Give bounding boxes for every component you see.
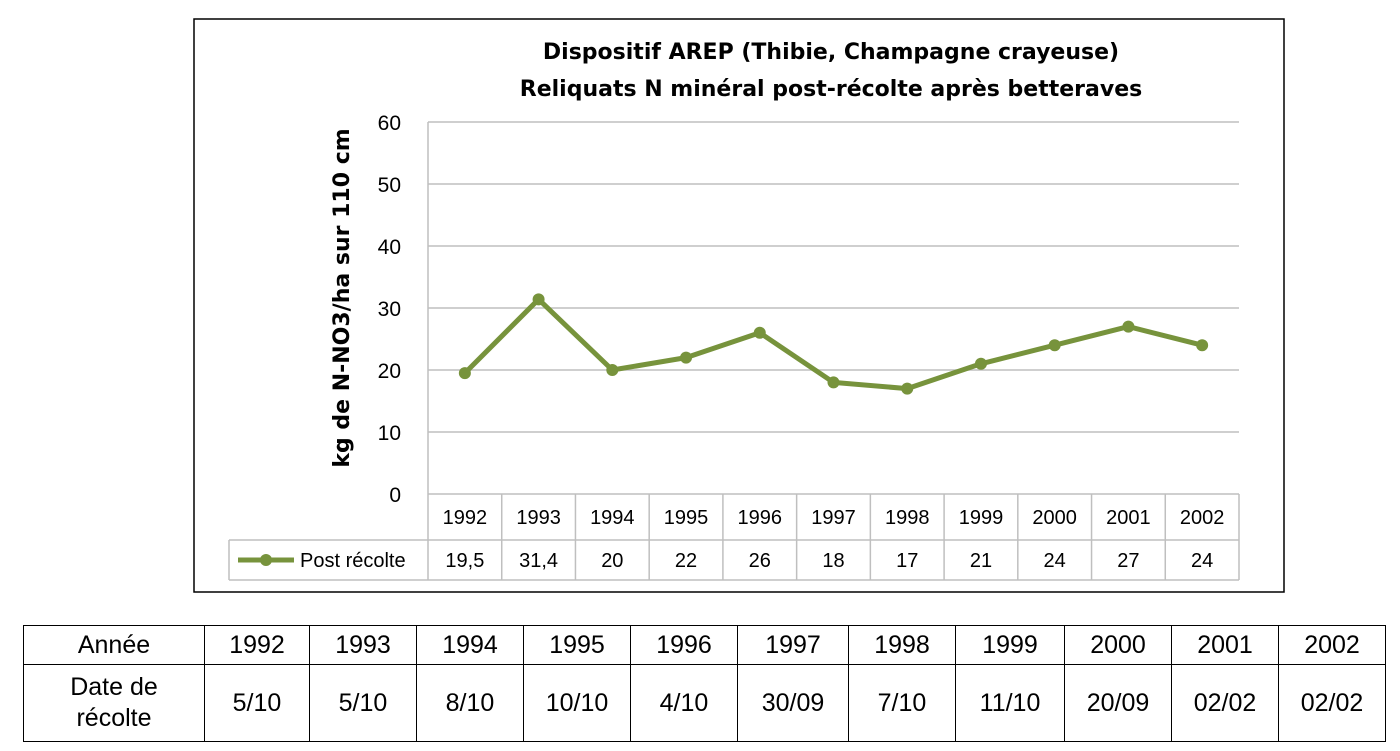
data-label: 20	[601, 550, 623, 572]
harvest-date-cell: 4/10	[630, 664, 738, 742]
data-label: 24	[1044, 550, 1066, 572]
data-point	[827, 376, 840, 389]
harvest-date-cell: 5/10	[204, 664, 310, 742]
data-point	[1122, 320, 1135, 333]
x-category-label: 2000	[1032, 507, 1077, 529]
harvest-date-cell: 02/02	[1171, 664, 1279, 742]
date-header-line-2: récolte	[76, 704, 152, 732]
chart-title-line-2: Reliquats N minéral post-récolte après b…	[520, 77, 1142, 102]
x-category-label: 2001	[1106, 507, 1151, 529]
x-category-label: 1996	[738, 507, 783, 529]
series-post-recolte	[458, 293, 1209, 395]
data-label: 19,5	[445, 550, 484, 572]
year-cell: 1992	[204, 625, 310, 665]
data-point	[753, 326, 766, 339]
data-label: 18	[822, 550, 844, 572]
harvest-date-cell: 8/10	[416, 664, 524, 742]
legend-marker	[260, 554, 272, 566]
data-table: 1992 19,5 1993 31,4 1994 20 1995 22 1996 26 1997 18…	[228, 122, 1240, 581]
year-cell: 2002	[1278, 625, 1386, 665]
year-cell: 1998	[848, 625, 956, 665]
data-label: 27	[1117, 550, 1139, 572]
harvest-date-cell: 11/10	[955, 664, 1065, 742]
data-point	[974, 357, 987, 370]
harvest-date-cell: 30/09	[737, 664, 849, 742]
year-cell: 1999	[955, 625, 1065, 665]
x-category-label: 1994	[590, 507, 635, 529]
chart-title-line-1: Dispositif AREP (Thibie, Champagne craye…	[543, 40, 1119, 65]
year-cell: 1996	[630, 625, 738, 665]
data-label: 21	[970, 550, 992, 572]
harvest-date-table: Année 1992 1993 1994 1995 1996 1997 1998 1999 20…	[23, 625, 1386, 742]
date-header: Date de récolte	[23, 664, 205, 742]
year-cell: 1993	[309, 625, 417, 665]
y-tick-label: 60	[378, 112, 401, 135]
x-category-label: 1998	[885, 507, 930, 529]
y-tick-label: 30	[378, 298, 401, 321]
year-header: Année	[23, 625, 205, 665]
x-category-label: 2002	[1180, 507, 1225, 529]
year-cell: 1997	[737, 625, 849, 665]
data-point	[532, 293, 545, 306]
data-label: 31,4	[519, 550, 558, 572]
chart-frame	[193, 18, 1285, 593]
harvest-date-cell: 10/10	[523, 664, 631, 742]
y-tick-label: 0	[389, 484, 401, 507]
x-category-label: 1997	[811, 507, 856, 529]
year-cell: 2001	[1171, 625, 1279, 665]
year-cell: 2000	[1064, 625, 1172, 665]
data-label: 24	[1191, 550, 1213, 572]
harvest-date-cell: 5/10	[309, 664, 417, 742]
year-cell: 1995	[523, 625, 631, 665]
y-tick-label: 20	[378, 360, 401, 383]
x-category-label: 1993	[516, 507, 561, 529]
data-point	[901, 382, 914, 395]
harvest-date-cell: 02/02	[1278, 664, 1386, 742]
data-label: 26	[749, 550, 771, 572]
data-label: 22	[675, 550, 697, 572]
x-category-label: 1995	[664, 507, 709, 529]
y-tick-label: 50	[378, 174, 401, 197]
y-tick-label: 10	[378, 422, 401, 445]
gridlines	[428, 121, 1239, 433]
x-category-label: 1999	[959, 507, 1004, 529]
date-row: Date de récolte 5/10 5/10 8/10 10/10 4/10 30/0…	[23, 664, 1386, 742]
data-label: 17	[896, 550, 918, 572]
year-row: Année 1992 1993 1994 1995 1996 1997 1998 1999 20…	[23, 625, 1386, 665]
y-tick-label: 40	[378, 236, 401, 259]
data-point	[680, 351, 693, 364]
data-point	[458, 367, 471, 380]
year-cell: 1994	[416, 625, 524, 665]
line-chart: Dispositif AREP (Thibie, Champagne craye…	[193, 18, 1285, 593]
x-category-label: 1992	[443, 507, 488, 529]
data-point	[606, 364, 619, 376]
harvest-date-cell: 20/09	[1064, 664, 1172, 742]
data-point	[1196, 339, 1209, 352]
legend-label: Post récolte	[300, 550, 406, 572]
y-axis-label: kg de N-NO3/ha sur 110 cm	[330, 128, 355, 467]
y-axis-ticks: 0 10 20 30 40 50 60	[378, 112, 401, 507]
harvest-date-cell: 7/10	[848, 664, 956, 742]
data-point	[1048, 339, 1061, 352]
date-header-line-1: Date de	[70, 673, 158, 701]
